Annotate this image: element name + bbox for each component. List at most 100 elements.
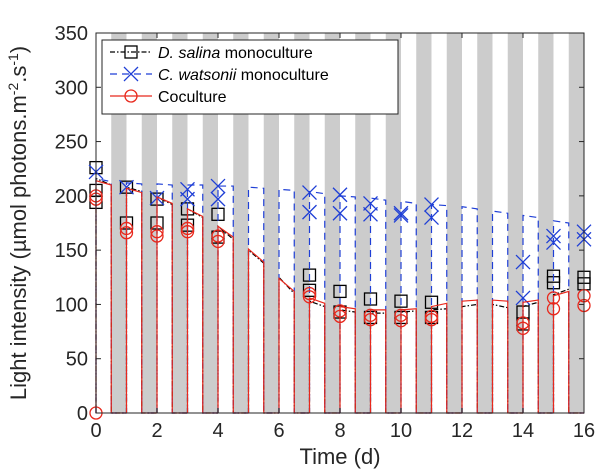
data-point-2-4 — [119, 226, 134, 240]
night-band-13 — [507, 33, 523, 413]
data-point-2-7 — [180, 221, 195, 236]
x-tick-label-5: 10 — [390, 420, 412, 442]
night-band-9 — [385, 33, 401, 413]
x-tick-label-7: 14 — [512, 420, 534, 442]
data-point-1-20 — [546, 235, 561, 251]
legend-box — [101, 39, 399, 115]
data-point-2-3 — [119, 221, 134, 236]
data-point-2-18 — [394, 314, 408, 328]
data-point-2-23 — [546, 291, 561, 305]
data-point-1-17 — [515, 254, 531, 270]
y-axis-label-exp2: -1 — [5, 53, 21, 66]
data-point-2-6 — [150, 229, 164, 243]
legend-label-rest-2: Coculture — [158, 89, 227, 106]
data-point-2-5 — [150, 225, 164, 239]
data-point-1-1 — [119, 179, 134, 195]
legend-marker-2 — [124, 89, 138, 103]
data-point-1-11 — [363, 195, 378, 211]
series-1 — [88, 164, 592, 414]
data-point-2-9 — [211, 229, 225, 243]
night-band-5 — [263, 33, 279, 413]
legend-label-0: D. salina monoculture — [158, 45, 313, 62]
night-band-1 — [141, 33, 157, 413]
x-axis-label: Time (d) — [299, 444, 380, 469]
data-point-1-13 — [393, 205, 409, 221]
data-point-1-5 — [210, 178, 226, 194]
night-band-10 — [416, 33, 432, 413]
night-band-4 — [233, 33, 249, 413]
y-axis-label-main: Light intensity (µmol photons.m — [6, 95, 31, 400]
y-tick-label-1: 50 — [66, 349, 88, 371]
data-point-2-11 — [302, 286, 317, 301]
y-tick-label-6: 300 — [55, 77, 88, 99]
y-tick-label-2: 100 — [55, 294, 88, 316]
night-band-0 — [111, 33, 127, 413]
data-point-2-8 — [180, 225, 195, 239]
data-point-1-10 — [332, 205, 348, 221]
night-band-15 — [568, 33, 584, 413]
legend-marker-1 — [123, 66, 139, 82]
legend-label-italic-1: C. watsonii — [158, 67, 237, 84]
data-point-2-21 — [516, 316, 530, 330]
data-point-2-20 — [424, 312, 439, 327]
series-line-2 — [95, 179, 584, 414]
night-band-11 — [446, 33, 462, 413]
data-point-2-24 — [546, 302, 561, 316]
night-band-6 — [294, 33, 310, 413]
legend-label-rest-0: monoculture — [220, 45, 313, 62]
data-point-1-12 — [363, 206, 378, 222]
axis-ticks: 0 2 4 6 8 10 12 14 16 0 50 100 150 200 250 300 350 — [55, 23, 596, 442]
data-point-1-18 — [515, 290, 531, 306]
y-axis-label-exp1: -2 — [5, 83, 21, 96]
data-point-2-15 — [363, 308, 378, 322]
legend-label-2: Coculture — [158, 89, 227, 106]
x-tick-label-2: 4 — [212, 420, 223, 442]
y-tick-label-3: 150 — [55, 240, 88, 262]
data-point-1-8 — [302, 204, 317, 220]
y-axis-label: Light intensity (µmol photons.m-2.s-1) — [5, 46, 31, 400]
data-point-2-14 — [333, 309, 347, 324]
data-point-1-7 — [302, 185, 317, 201]
legend-marker-0 — [124, 45, 138, 59]
series-line-1 — [95, 177, 584, 414]
data-point-0-12 — [302, 283, 317, 297]
night-band-2 — [172, 33, 188, 413]
data-point-0-17 — [394, 294, 408, 308]
data-point-2-17 — [394, 308, 408, 322]
night-band-8 — [355, 33, 371, 413]
y-axis-label-end: ) — [6, 46, 31, 53]
y-tick-label-4: 200 — [55, 186, 88, 208]
night-band-14 — [538, 33, 554, 413]
data-point-0-13 — [333, 284, 347, 299]
data-point-1-16 — [424, 210, 439, 226]
x-tick-label-0: 0 — [90, 420, 101, 442]
night-band-3 — [202, 33, 218, 413]
y-tick-label-0: 0 — [77, 403, 88, 425]
data-point-0-11 — [302, 268, 317, 282]
data-point-2-16 — [363, 312, 378, 327]
data-point-1-14 — [393, 207, 409, 223]
legend-label-rest-1: monoculture — [236, 67, 329, 84]
x-tick-label-8: 16 — [573, 420, 595, 442]
data-point-1-9 — [332, 187, 348, 203]
data-point-2-22 — [516, 321, 530, 335]
night-bands — [111, 33, 584, 413]
data-point-1-4 — [180, 191, 195, 207]
y-tick-label-5: 250 — [55, 132, 88, 154]
y-tick-label-7: 350 — [55, 23, 88, 45]
data-point-1-19 — [546, 228, 561, 244]
x-tick-label-3: 6 — [273, 420, 284, 442]
night-band-12 — [477, 33, 493, 413]
data-point-2-12 — [302, 290, 317, 304]
data-point-1-15 — [424, 197, 439, 213]
legend-label-1: C. watsonii monoculture — [158, 67, 329, 84]
data-point-2-10 — [211, 234, 225, 249]
legend-label-italic-0: D. salina — [158, 45, 220, 62]
data-point-2-13 — [333, 304, 347, 318]
data-point-1-6 — [210, 191, 226, 207]
x-tick-label-4: 8 — [334, 420, 345, 442]
data-point-2-19 — [424, 309, 439, 324]
x-tick-label-1: 2 — [151, 420, 162, 442]
